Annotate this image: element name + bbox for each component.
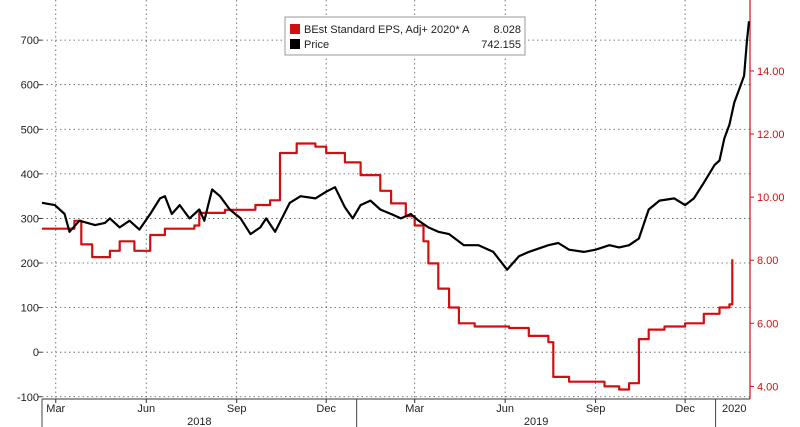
x-tick-label: 2020 [722,403,746,415]
legend-value-price: 742.155 [481,39,521,51]
y-right-tick-label: 8.00 [757,255,778,267]
y-left-tick-label: 300 [21,213,39,225]
y-left-tick-label: 400 [21,169,39,181]
x-tick-label: Dec [675,403,695,415]
legend-box [284,16,526,56]
x-tick-label: Mar [46,403,65,415]
y-right-tick-label: 14.00 [757,66,785,78]
legend-swatch-price [290,39,300,49]
y-left-tick-label: 100 [21,303,39,315]
y-axis-left: -100 0 100 200 300 400 500 600 700 [17,35,42,404]
x-tick-label: Jun [137,403,155,415]
series-line-eps [42,142,734,391]
x-year-label: 2019 [524,416,548,427]
x-axis: Mar Jun Sep Dec Mar Jun Sep Dec 2020 2018 2019 [41,399,747,427]
legend: BEst Standard EPS, Adj+ 2020* A 8.028 Pr… [284,16,526,56]
x-tick-label: Sep [586,403,606,415]
y-left-tick-label: 0 [33,347,39,359]
y-right-tick-label: 10.00 [757,192,785,204]
y-left-tick-label: 600 [21,80,39,92]
x-tick-label: Sep [227,403,247,415]
x-tick-label: Dec [316,403,336,415]
legend-value-eps: 8.028 [493,24,521,36]
legend-swatch-eps [290,24,300,34]
grid-layer [42,0,750,399]
x-tick-label: Mar [405,403,424,415]
y-left-tick-label: -100 [17,392,39,404]
series-layer [41,21,751,391]
y-left-tick-label: 200 [21,258,39,270]
y-axis-right: 4.00 6.00 8.00 10.00 12.00 14.00 [750,66,785,393]
x-tick-label: Jun [496,403,514,415]
y-right-tick-label: 4.00 [757,381,778,393]
y-left-tick-label: 500 [21,124,39,136]
y-right-tick-label: 6.00 [757,318,778,330]
y-right-tick-label: 12.00 [757,129,785,141]
legend-label-eps: BEst Standard EPS, Adj+ 2020* A [304,24,470,36]
legend-label-price: Price [304,39,329,51]
series-line-price [41,21,751,271]
x-year-label: 2018 [187,416,211,427]
y-left-tick-label: 700 [21,35,39,47]
